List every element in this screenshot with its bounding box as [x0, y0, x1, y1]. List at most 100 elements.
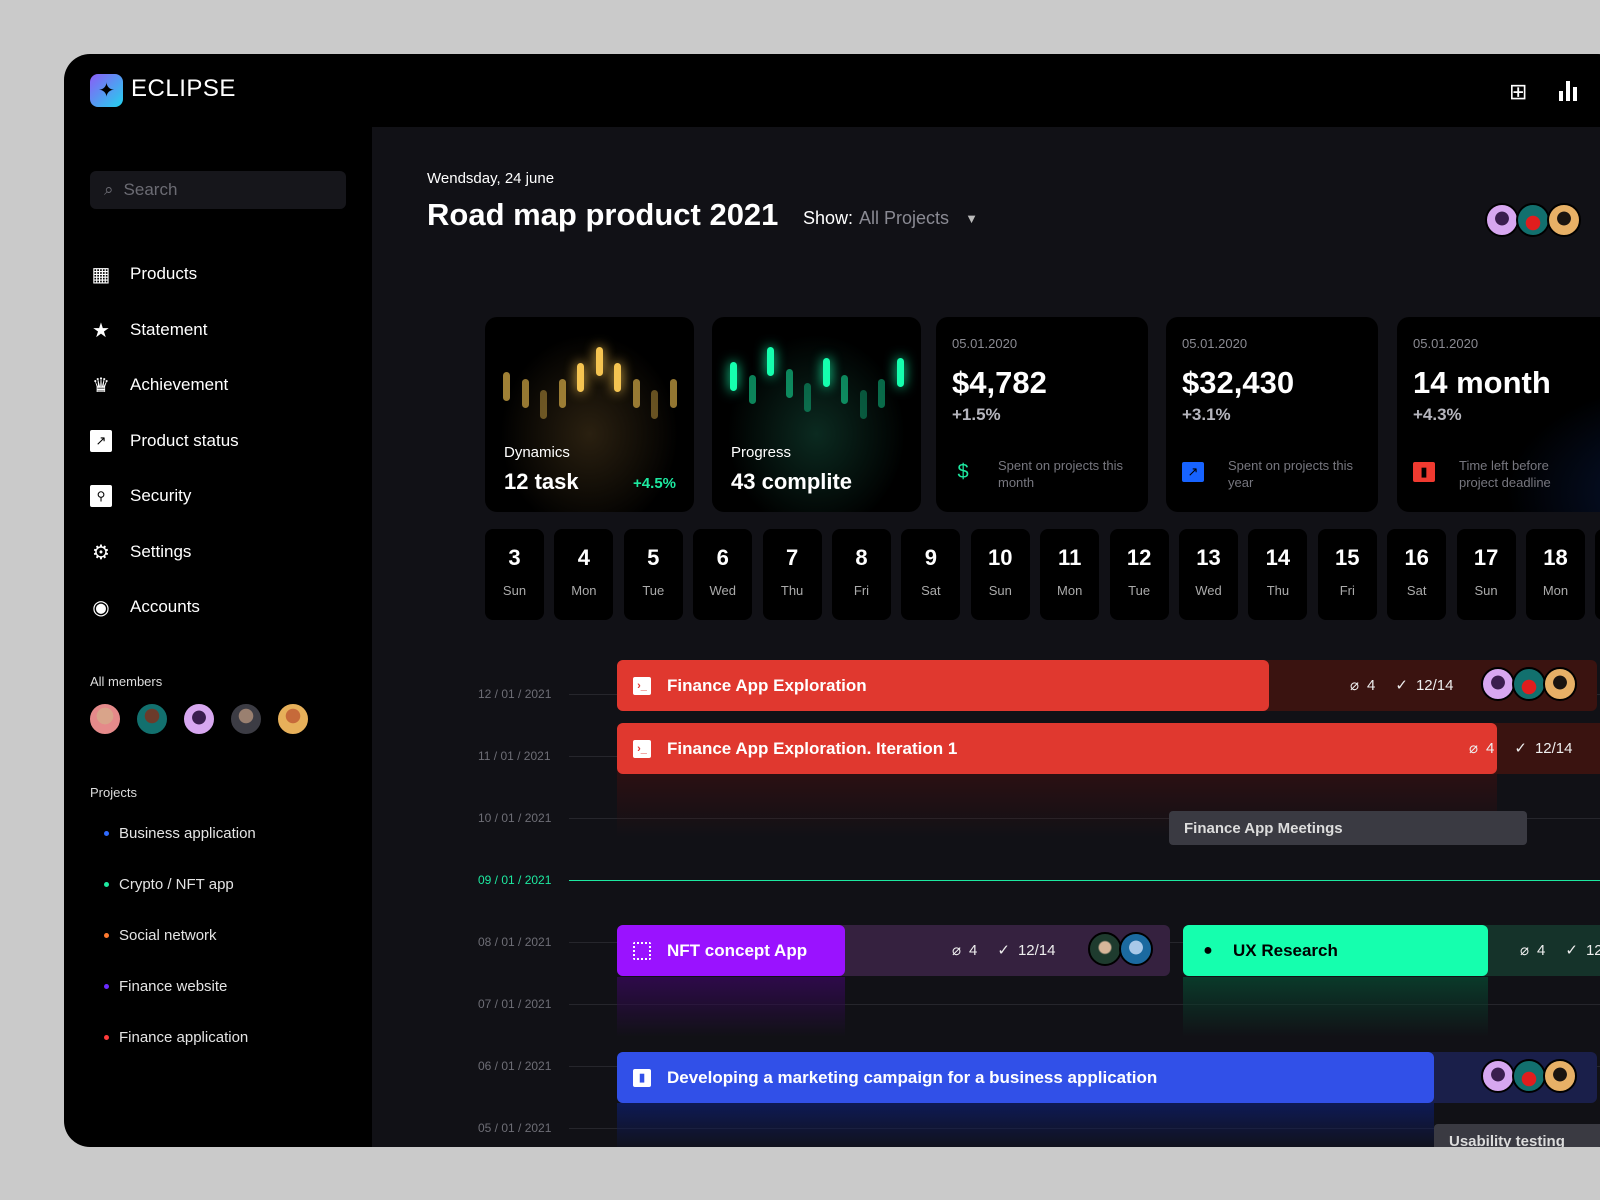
- sidebar-item-statement[interactable]: ★ Statement: [90, 319, 208, 342]
- trending-chart-icon: ↗: [90, 430, 112, 452]
- search-input[interactable]: ⌕ Search: [90, 171, 346, 209]
- avatar: [1512, 667, 1546, 701]
- project-dot: [104, 882, 109, 887]
- card-value: 43 complite: [731, 469, 853, 494]
- sidebar-item-security[interactable]: ⚲ Security: [90, 485, 191, 507]
- search-placeholder: Search: [123, 180, 178, 199]
- day-cell[interactable]: 15 Fri: [1317, 529, 1377, 620]
- spark-bar: [841, 375, 848, 404]
- timeline-date-label: 07 / 01 / 2021: [478, 997, 552, 1011]
- day-cell[interactable]: 5 Tue: [623, 529, 683, 620]
- day-weekday: Mon: [1057, 583, 1083, 598]
- timeline-date-label: 10 / 01 / 2021: [478, 811, 552, 825]
- spark-bar: [767, 347, 774, 376]
- nav-label: Statement: [130, 320, 208, 339]
- day-weekday: Tue: [642, 583, 665, 598]
- avatar[interactable]: [88, 702, 122, 736]
- timeline-date-label: 08 / 01 / 2021: [478, 935, 552, 949]
- day-cell[interactable]: 17 Sun: [1456, 529, 1516, 620]
- avatar[interactable]: [135, 702, 169, 736]
- timeline-date-label: 12 / 01 / 2021: [478, 687, 552, 701]
- spark-bar: [878, 379, 885, 408]
- avatar[interactable]: [229, 702, 263, 736]
- day-cell[interactable]: 10 Sun: [970, 529, 1030, 620]
- project-filter-dropdown[interactable]: Show: All Projects ▼: [803, 208, 978, 229]
- day-weekday: Sun: [502, 583, 527, 598]
- project-item[interactable]: Finance application: [104, 1029, 248, 1046]
- day-cell[interactable]: 12 Tue: [1109, 529, 1169, 620]
- monthly-spend-card: 05.01.2020 $4,782 +1.5% $ Spent on proje…: [936, 317, 1148, 512]
- check-circle-icon: ✓: [1565, 942, 1578, 959]
- day-weekday: Thu: [780, 583, 804, 598]
- project-label: Finance application: [119, 1029, 249, 1046]
- project-item[interactable]: Social network: [104, 927, 217, 944]
- task-bar-finance-meetings[interactable]: Finance App Meetings: [1169, 811, 1527, 845]
- nav-label: Product status: [130, 431, 239, 450]
- day-number: 19: [1595, 545, 1600, 571]
- project-item[interactable]: Crypto / NFT app: [104, 876, 234, 893]
- task-bar-nft-concept[interactable]: NFT concept App: [617, 925, 845, 976]
- task-title: NFT concept App: [667, 940, 808, 960]
- day-cell[interactable]: 8 Fri: [832, 529, 891, 620]
- avatar: [1481, 1059, 1515, 1093]
- day-cell[interactable]: 9 Sat: [901, 529, 961, 620]
- day-cell[interactable]: 7 Thu: [762, 529, 822, 620]
- card-value: $32,430: [1182, 365, 1295, 400]
- avatar: [1119, 932, 1153, 966]
- sidebar-item-settings[interactable]: ⚙ Settings: [90, 541, 191, 564]
- day-cell[interactable]: 19 Tue: [1595, 529, 1600, 620]
- terminal-icon: ›_: [633, 676, 651, 695]
- day-number: 14: [1265, 545, 1291, 570]
- day-cell[interactable]: 14 Thu: [1248, 529, 1308, 620]
- grid-view-icon[interactable]: ⊞: [1509, 79, 1528, 104]
- avatar[interactable]: [1547, 203, 1581, 237]
- task-bar-marketing-campaign[interactable]: ▮ Developing a marketing campaign for a b…: [617, 1052, 1434, 1103]
- bar-chart-icon[interactable]: [1559, 81, 1577, 101]
- day-cell[interactable]: 6 Wed: [693, 529, 753, 620]
- project-item[interactable]: Business application: [104, 825, 256, 842]
- spark-bar: [804, 383, 811, 412]
- day-cell[interactable]: 11 Mon: [1040, 529, 1100, 620]
- project-label: Crypto / NFT app: [119, 876, 234, 893]
- members-label: All members: [90, 674, 163, 689]
- avatar[interactable]: [1485, 203, 1519, 237]
- gear-icon: ⚙: [92, 541, 110, 564]
- check-circle-icon: ✓: [1514, 740, 1527, 757]
- project-item[interactable]: Finance website: [104, 978, 227, 995]
- paperclip-icon: ⌀: [1469, 740, 1479, 757]
- day-cell[interactable]: 4 Mon: [554, 529, 614, 620]
- sidebar-item-product-status[interactable]: ↗ Product status: [90, 430, 239, 452]
- sidebar-item-products[interactable]: ▦ Products: [90, 263, 198, 286]
- day-weekday: Tue: [1128, 583, 1151, 598]
- avatar[interactable]: [182, 702, 216, 736]
- day-number: 5: [647, 545, 660, 570]
- sidebar-item-achievement[interactable]: ♛ Achievement: [90, 374, 228, 397]
- task-bar-finance-iteration[interactable]: ›_ Finance App Exploration. Iteration 1: [617, 723, 1497, 774]
- timeline-date-label: 05 / 01 / 2021: [478, 1121, 552, 1135]
- project-dot: [104, 933, 109, 938]
- day-weekday: Sun: [1474, 583, 1498, 598]
- task-bar-finance-exploration[interactable]: ›_ Finance App Exploration: [617, 660, 1269, 711]
- project-label: Finance website: [119, 978, 228, 995]
- day-cell[interactable]: 18 Mon: [1526, 529, 1585, 620]
- spark-bar: [503, 372, 510, 401]
- current-date: Wendsday, 24 june: [427, 170, 555, 187]
- avatar[interactable]: [276, 702, 310, 736]
- task-meta: ⌀ 4 ✓ 12/14: [1520, 941, 1600, 960]
- main-content: Wendsday, 24 june Road map product 2021 …: [372, 127, 1600, 1147]
- avatar[interactable]: [1516, 203, 1550, 237]
- sidebar-item-accounts[interactable]: ◉ Accounts: [90, 596, 200, 619]
- attachment-count: 4: [1486, 739, 1495, 757]
- day-cell[interactable]: 16 Sat: [1387, 529, 1447, 620]
- day-cell[interactable]: 13 Wed: [1179, 529, 1238, 620]
- spark-bar: [651, 390, 658, 419]
- glow: [617, 1103, 1434, 1147]
- day-cell[interactable]: 3 Sun: [485, 529, 544, 620]
- day-number: 15: [1335, 545, 1360, 570]
- task-bar-usability-testing[interactable]: Usability testing: [1434, 1124, 1600, 1147]
- paperclip-icon: ⌀: [952, 942, 962, 959]
- nav-label: Products: [130, 264, 198, 283]
- paperclip-icon: ⌀: [1520, 942, 1530, 959]
- task-bar-ux-research[interactable]: ● UX Research: [1183, 925, 1488, 976]
- day-weekday: Mon: [1542, 583, 1569, 598]
